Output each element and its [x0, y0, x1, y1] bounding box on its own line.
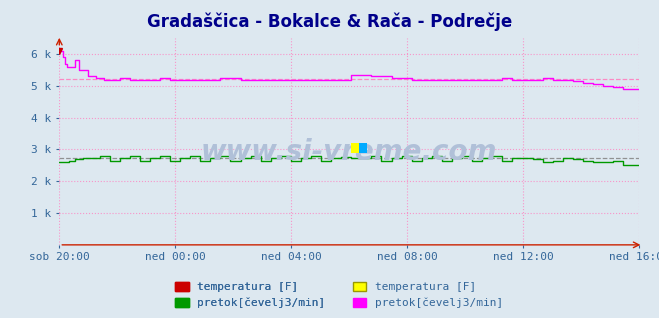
Text: www.si-vreme.com: www.si-vreme.com	[201, 138, 498, 166]
Legend: temperatura [F], pretok[čevelj3/min]: temperatura [F], pretok[čevelj3/min]	[349, 277, 508, 313]
Text: Gradaščica - Bokalce & Rača - Podrečje: Gradaščica - Bokalce & Rača - Podrečje	[147, 13, 512, 31]
Legend: temperatura [F], pretok[čevelj3/min]: temperatura [F], pretok[čevelj3/min]	[171, 277, 330, 313]
